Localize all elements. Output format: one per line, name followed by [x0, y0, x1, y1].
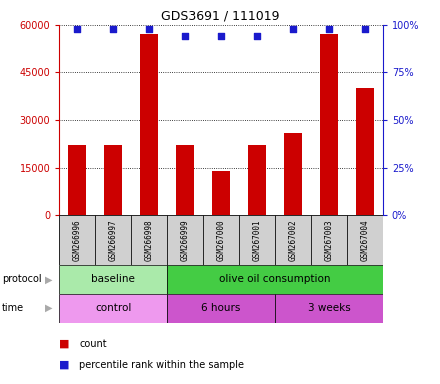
Text: GSM266999: GSM266999 [181, 219, 190, 261]
Bar [140, 35, 158, 215]
Text: GSM267002: GSM267002 [289, 219, 297, 261]
Text: GSM267003: GSM267003 [324, 219, 334, 261]
Bar [356, 88, 374, 215]
Point [146, 26, 153, 32]
Bar [248, 146, 266, 215]
Bar [203, 215, 239, 265]
Text: ■: ■ [59, 339, 70, 349]
Text: control: control [95, 303, 132, 313]
Point [361, 26, 368, 32]
Bar [239, 215, 275, 265]
Text: count: count [79, 339, 107, 349]
Text: GDS3691 / 111019: GDS3691 / 111019 [161, 10, 279, 23]
Text: GSM267000: GSM267000 [216, 219, 226, 261]
Point [326, 26, 333, 32]
Bar [131, 215, 167, 265]
Bar [311, 215, 347, 265]
Text: GSM267004: GSM267004 [360, 219, 369, 261]
Bar [167, 215, 203, 265]
Bar [347, 215, 383, 265]
Bar [104, 146, 122, 215]
Text: GSM267001: GSM267001 [253, 219, 261, 261]
Bar [320, 35, 338, 215]
Text: time: time [2, 303, 24, 313]
Point [182, 33, 189, 40]
Bar [275, 215, 311, 265]
Bar [212, 170, 230, 215]
Text: ▶: ▶ [44, 303, 52, 313]
Text: ■: ■ [59, 360, 70, 370]
Text: 3 weeks: 3 weeks [308, 303, 350, 313]
Point [218, 33, 225, 40]
Text: ▶: ▶ [44, 274, 52, 285]
Bar [176, 146, 194, 215]
Bar [95, 215, 131, 265]
Bar [275, 294, 383, 323]
Bar [167, 265, 383, 294]
Bar [59, 215, 95, 265]
Bar [68, 146, 86, 215]
Point [253, 33, 260, 40]
Point [74, 26, 81, 32]
Text: percentile rank within the sample: percentile rank within the sample [79, 360, 244, 370]
Text: GSM266998: GSM266998 [145, 219, 154, 261]
Text: GSM266997: GSM266997 [109, 219, 118, 261]
Point [110, 26, 117, 32]
Bar [59, 265, 167, 294]
Bar [167, 294, 275, 323]
Text: 6 hours: 6 hours [202, 303, 241, 313]
Point [290, 26, 297, 32]
Bar [284, 132, 302, 215]
Text: protocol: protocol [2, 274, 42, 285]
Text: olive oil consumption: olive oil consumption [219, 274, 331, 285]
Text: baseline: baseline [92, 274, 135, 285]
Bar [59, 294, 167, 323]
Text: GSM266996: GSM266996 [73, 219, 82, 261]
